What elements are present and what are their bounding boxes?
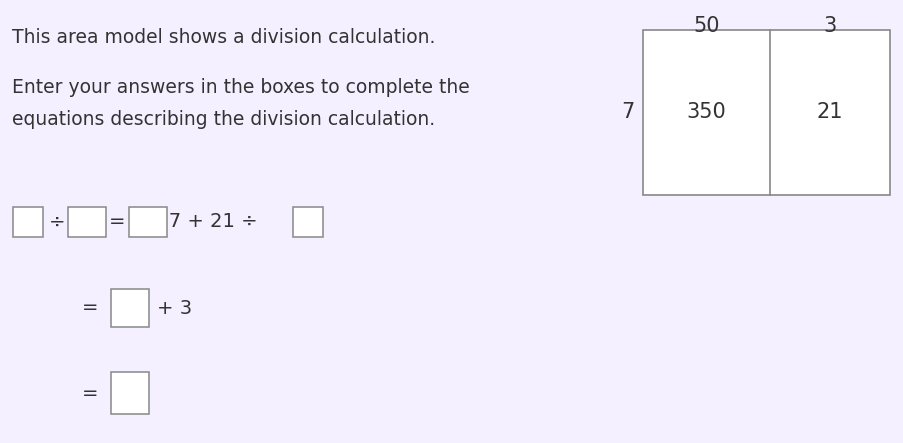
Text: 3: 3	[823, 16, 835, 36]
Text: This area model shows a division calculation.: This area model shows a division calcula…	[12, 28, 435, 47]
Text: Enter your answers in the boxes to complete the: Enter your answers in the boxes to compl…	[12, 78, 470, 97]
Text: 50: 50	[693, 16, 719, 36]
Text: 7: 7	[620, 102, 634, 123]
Text: + 3: + 3	[157, 299, 192, 318]
FancyBboxPatch shape	[111, 372, 149, 414]
FancyBboxPatch shape	[13, 207, 43, 237]
FancyBboxPatch shape	[111, 289, 149, 327]
Text: =: =	[108, 213, 126, 232]
Text: 350: 350	[686, 102, 726, 123]
Text: =: =	[81, 384, 98, 403]
Text: ÷: ÷	[49, 213, 65, 232]
FancyBboxPatch shape	[129, 207, 167, 237]
Text: equations describing the division calculation.: equations describing the division calcul…	[12, 110, 434, 129]
Text: =: =	[81, 299, 98, 318]
FancyBboxPatch shape	[68, 207, 106, 237]
Bar	[642, 30, 889, 195]
Text: ÷ 7 + 21 ÷: ÷ 7 + 21 ÷	[146, 213, 257, 232]
Text: 21: 21	[815, 102, 842, 123]
FancyBboxPatch shape	[293, 207, 322, 237]
